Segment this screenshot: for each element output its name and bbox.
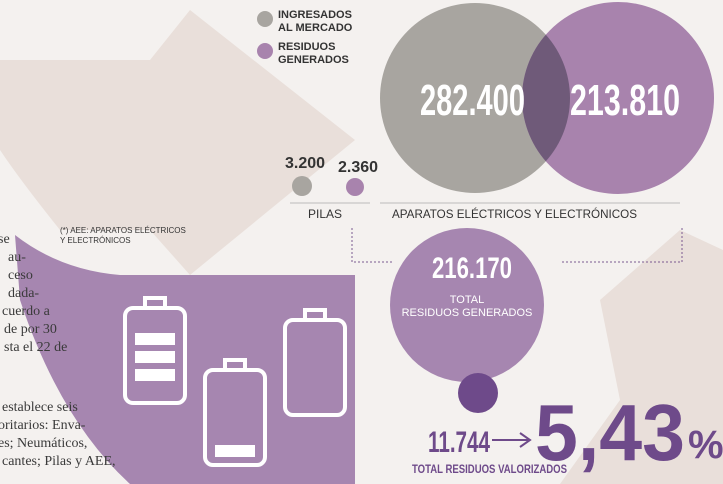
- bubble-generated: [346, 178, 364, 196]
- total-label: RESIDUOS GENERADOS: [402, 307, 533, 319]
- body-line: sta el 22 de: [4, 340, 67, 355]
- legend-text: RESIDUOS: [278, 41, 335, 53]
- value-text: 3.200: [285, 155, 325, 172]
- value-text: 213.810: [570, 76, 680, 125]
- legend-text: GENERADOS: [278, 54, 349, 66]
- value-text: 216.170: [432, 252, 512, 285]
- legend-swatch: [257, 11, 273, 27]
- body-line: de por 30: [4, 322, 57, 337]
- arrow: [492, 433, 530, 447]
- value-text: 2.360: [338, 159, 378, 176]
- body-line: es; Neumáticos,: [0, 436, 87, 451]
- infographic: se au-ceso dada-cuerdo a de por 30 sta el 22…: [0, 0, 723, 484]
- bubble-valorized: [458, 373, 498, 413]
- value-text: 282.400: [420, 76, 525, 125]
- legend-swatch: [257, 43, 273, 59]
- body-line: oritarios: Enva-: [0, 418, 86, 433]
- category-label: PILAS: [308, 207, 342, 221]
- connector: [352, 228, 392, 262]
- body-line: dada-: [8, 286, 39, 301]
- legend-text: AL MERCADO: [278, 22, 353, 34]
- body-line: establece seis: [2, 400, 78, 415]
- body-line: au-: [8, 250, 26, 265]
- legend-text: INGRESADOS: [278, 9, 352, 21]
- body-line: cantes; Pilas y AEE,: [2, 454, 116, 469]
- value-text: 11.744: [428, 426, 490, 459]
- percent-sign: %: [688, 423, 723, 467]
- total-label: TOTAL: [450, 294, 484, 306]
- note: (*) AEE: APARATOS ELÉCTRICOS: [60, 226, 186, 235]
- note: Y ELECTRÓNICOS: [60, 236, 131, 245]
- body-line: cuerdo a: [2, 304, 51, 319]
- percent-value: 5,43: [535, 388, 685, 477]
- category-label: APARATOS ELÉCTRICOS Y ELECTRÓNICOS: [392, 206, 637, 221]
- body-line: ceso: [8, 268, 33, 283]
- body-line: se: [0, 232, 10, 247]
- bubble-entered: [292, 176, 312, 196]
